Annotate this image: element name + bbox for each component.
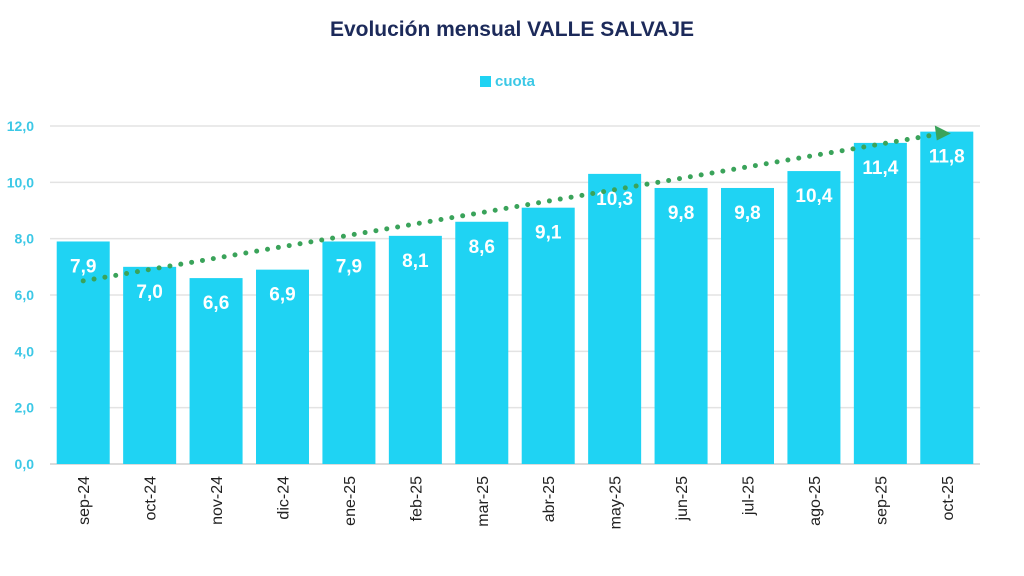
x-tick-label: oct-24	[143, 476, 160, 521]
chart-title: Evolución mensual VALLE SALVAJE	[329, 18, 695, 41]
data-label: 9,1	[535, 223, 562, 244]
bar	[787, 171, 841, 465]
data-label: 7,9	[336, 256, 362, 277]
x-tick-label: dic-24	[276, 476, 293, 520]
x-tick-label: sep-24	[76, 476, 93, 525]
bar	[721, 187, 774, 464]
bar	[853, 142, 907, 464]
trendline	[80, 131, 940, 284]
data-label: 11,8	[929, 147, 965, 168]
data-label: 10,4	[795, 186, 832, 207]
x-tick-label: ago-25	[807, 476, 824, 526]
bar	[388, 235, 442, 464]
bar	[588, 173, 642, 464]
data-label: 6,6	[203, 293, 229, 314]
data-label: 7,0	[136, 282, 162, 303]
bar	[920, 131, 974, 464]
legend-swatch	[480, 76, 491, 87]
y-tick-label: 4,0	[15, 343, 35, 359]
bar	[455, 221, 509, 464]
data-label: 8,6	[469, 237, 495, 258]
x-tick-label: sep-25	[873, 476, 890, 525]
data-label: 6,9	[269, 285, 295, 306]
x-tick-label: feb-25	[408, 476, 425, 521]
data-label: 7,9	[70, 256, 96, 277]
y-tick-label: 8,0	[15, 231, 35, 247]
x-tick-label: nov-24	[209, 476, 226, 525]
legend-label: cuota	[495, 73, 536, 90]
y-tick-label: 2,0	[15, 400, 35, 416]
legend: cuota	[480, 73, 535, 90]
trendline-arrow-icon	[934, 125, 951, 141]
bar	[322, 241, 376, 464]
x-tick-label: may-25	[608, 476, 625, 529]
x-tick-label: ene-25	[342, 476, 359, 526]
x-tick-label: mar-25	[475, 476, 492, 527]
x-tick-label: jun-25	[674, 476, 691, 522]
data-label: 9,8	[668, 203, 694, 224]
data-label: 8,1	[402, 251, 429, 272]
x-tick-label: jul-25	[741, 476, 758, 516]
bar	[521, 207, 575, 464]
y-tick-label: 10,0	[7, 174, 34, 190]
y-tick-label: 6,0	[15, 287, 35, 303]
x-tick-label: oct-25	[940, 476, 957, 521]
data-label: 10,3	[596, 189, 633, 210]
data-label: 11,4	[862, 158, 898, 179]
x-tick-label: abr-25	[541, 476, 558, 522]
bar	[256, 269, 309, 464]
y-tick-label: 0,0	[15, 456, 35, 472]
bar	[189, 278, 243, 464]
bar	[123, 266, 177, 464]
y-tick-label: 12,0	[7, 118, 34, 134]
data-label: 9,8	[734, 203, 760, 224]
bar	[654, 187, 708, 464]
